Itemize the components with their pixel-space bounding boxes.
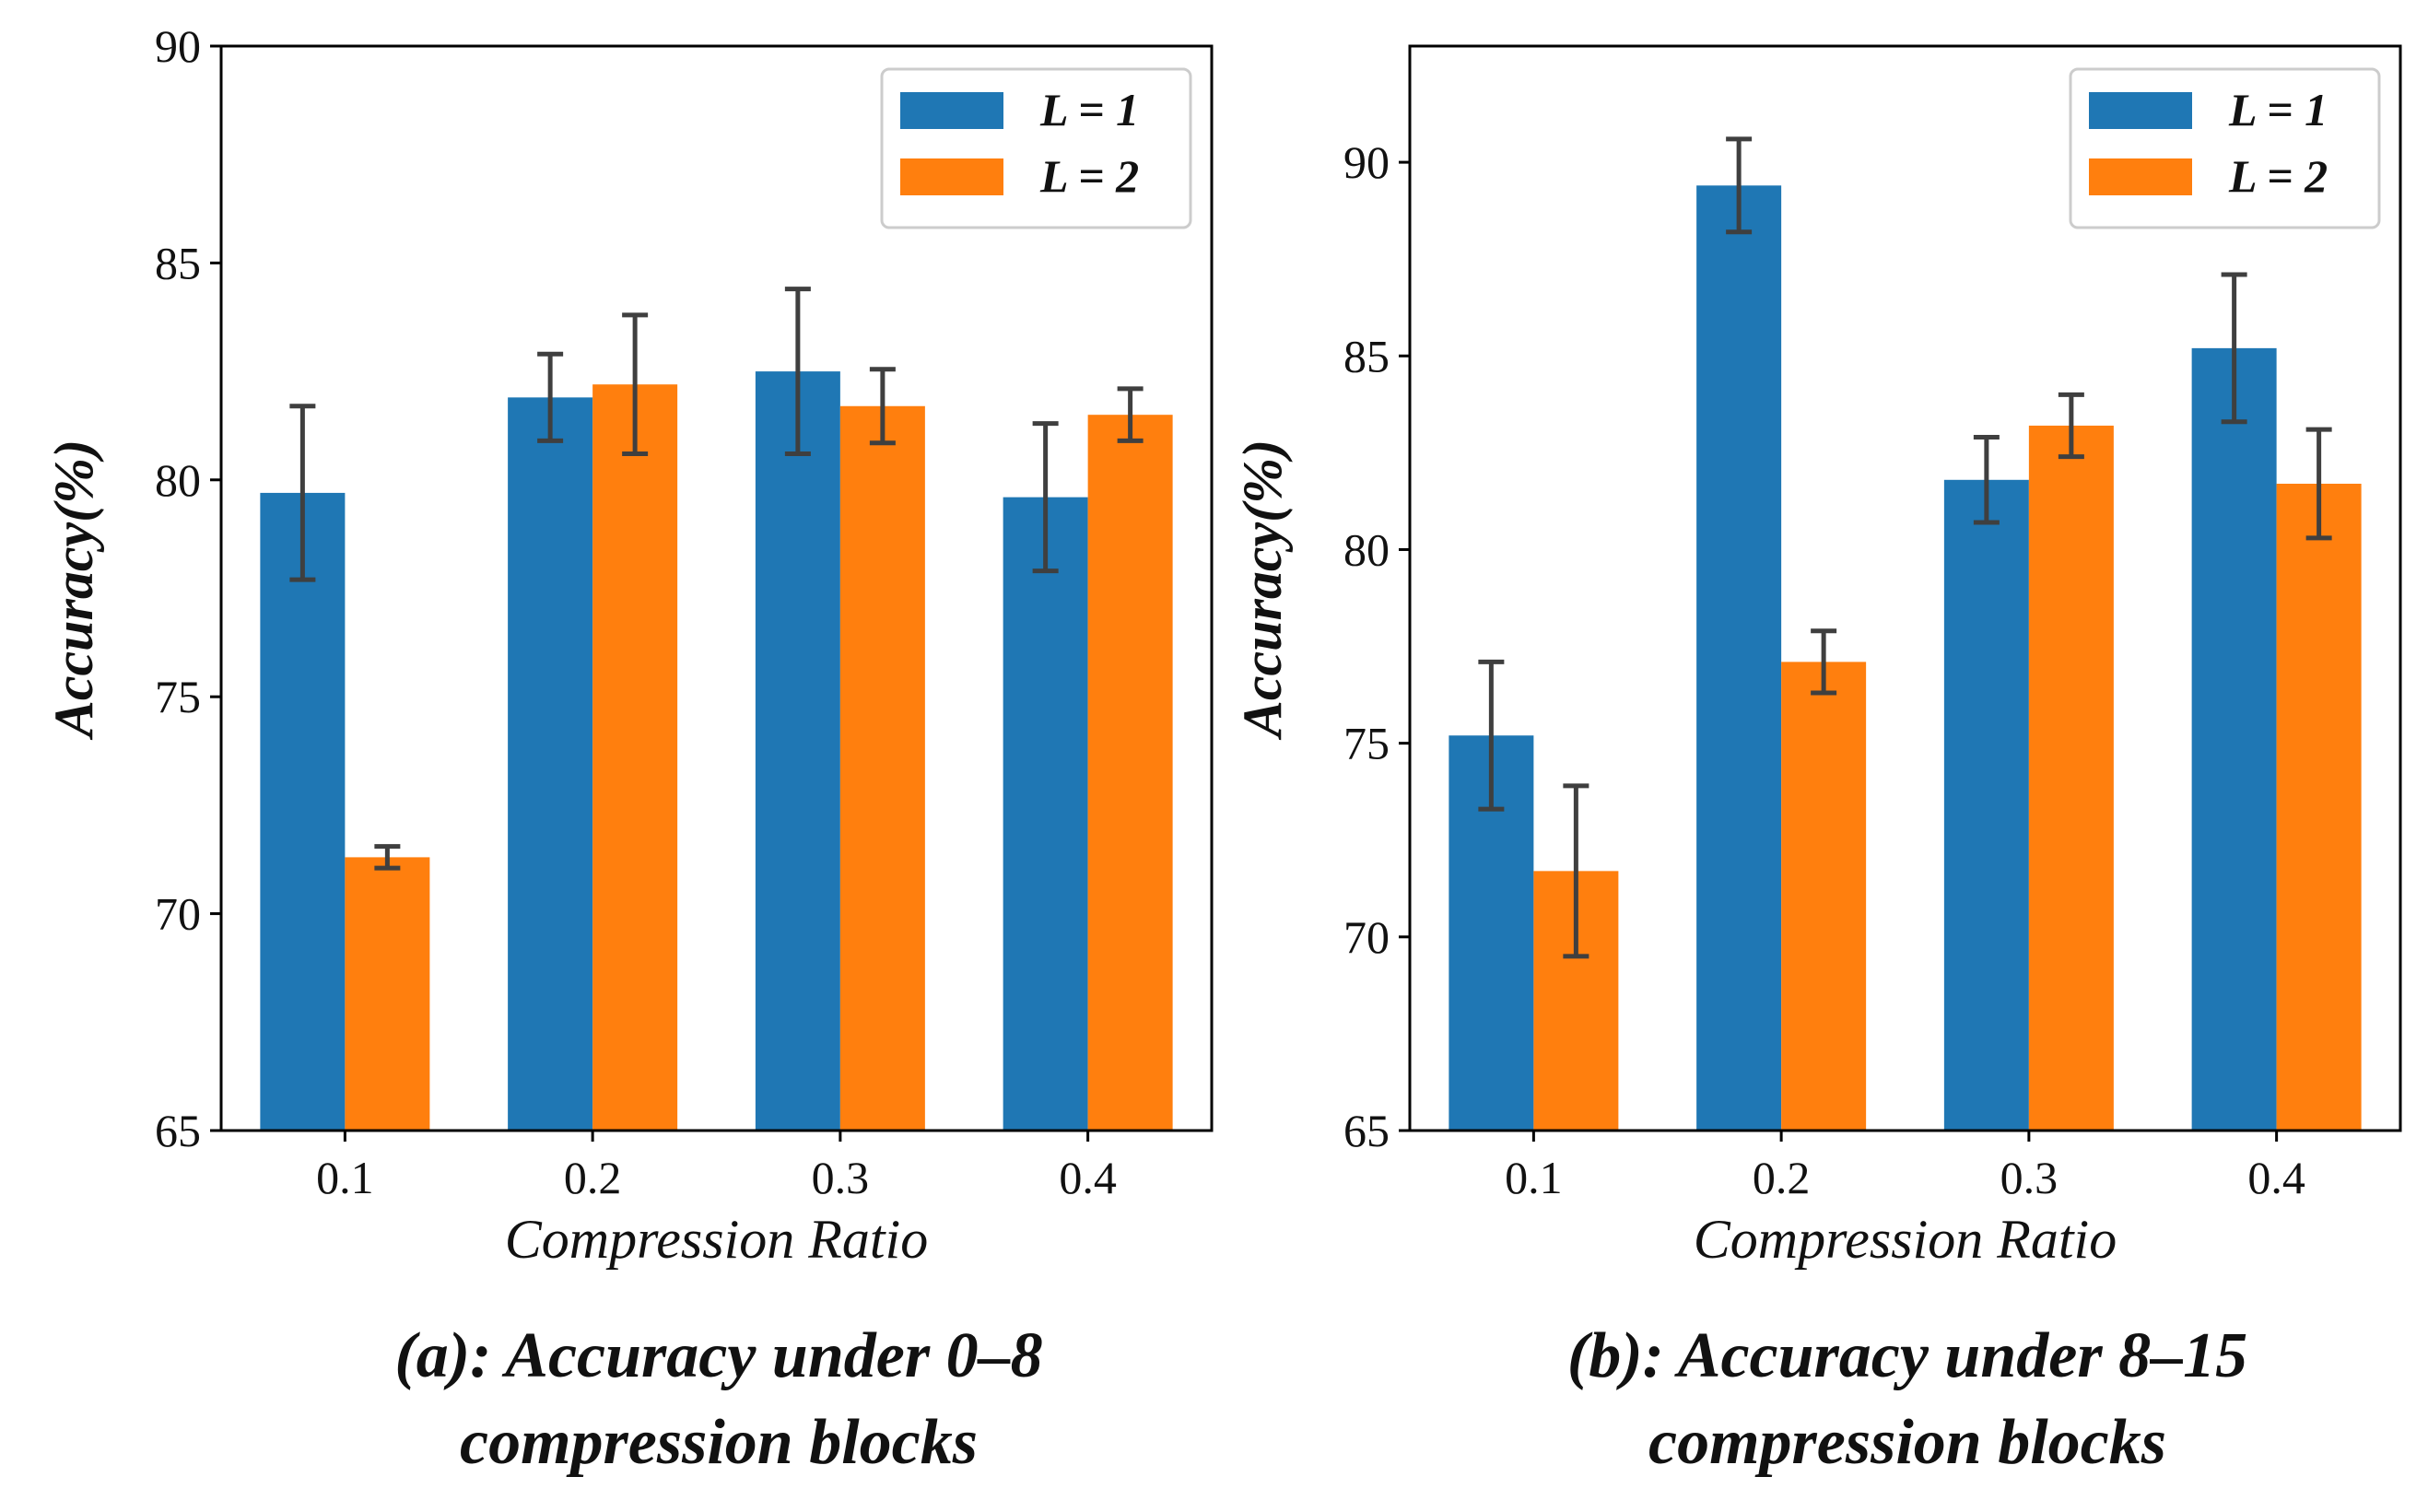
error-bar-2-0.4 (2305, 427, 2332, 541)
legend-label-1: L = 1 (1039, 84, 1139, 135)
x-tick-label-0.3: 0.3 (2000, 1152, 2059, 1203)
y-tick-label-80: 80 (155, 454, 201, 506)
bar-2-0.3 (839, 405, 925, 1131)
x-tick-label-0.1: 0.1 (1505, 1152, 1563, 1203)
plot-frame (1408, 44, 2402, 1132)
caption-a-line2: compression blocks (460, 1407, 978, 1478)
error-bar-1-0.2 (1726, 136, 1753, 235)
error-bar-2-0.1 (1563, 783, 1589, 959)
x-tick-label-0.1: 0.1 (316, 1152, 374, 1203)
error-bar-2-0.3 (2058, 392, 2084, 460)
error-bar-1-0.1 (1478, 659, 1505, 812)
bar-2-0.1 (345, 857, 430, 1131)
legend-swatch-2 (2089, 158, 2192, 195)
legend-swatch-1 (2089, 92, 2192, 129)
bar-1-0.3 (755, 371, 840, 1131)
y-tick-label-65: 65 (155, 1105, 201, 1156)
chart-b: 65 70 75 80 85 90 0.1 0.2 0.3 0.4 Compression Rati… (1232, 44, 2402, 1270)
caption-b: (b): Accuracy under 8–15 compression blo… (1355, 1313, 2428, 1486)
legend: L = 1 L = 2 (880, 67, 1192, 229)
caption-b-line2: compression blocks (1648, 1407, 2166, 1478)
y-tick-label-70: 70 (1343, 911, 1390, 963)
error-bar-2-0.4 (1117, 386, 1144, 443)
bar-1-0.4 (1003, 497, 1088, 1131)
error-bar-1-0.2 (537, 351, 564, 443)
error-bar-1-0.3 (784, 287, 811, 457)
x-tick-label-0.2: 0.2 (1753, 1152, 1811, 1203)
y-tick-label-85: 85 (1343, 330, 1390, 381)
y-tick-label-75: 75 (155, 671, 201, 722)
y-tick-label-80: 80 (1343, 523, 1390, 575)
bar-1-0.3 (1943, 479, 2029, 1131)
caption-a: (a): Accuracy under 0–8 compression bloc… (166, 1313, 1272, 1486)
x-tick-label-0.3: 0.3 (812, 1152, 870, 1203)
bar-2-0.4 (1087, 415, 1173, 1131)
bar-1-0.2 (508, 397, 593, 1131)
legend: L = 1 L = 2 (2069, 67, 2381, 229)
x-tick-label-0.4: 0.4 (1059, 1152, 1117, 1203)
legend-label-2: L = 2 (1039, 150, 1139, 202)
legend-label-2: L = 2 (2228, 150, 2328, 202)
legend-swatch-1 (900, 92, 1003, 129)
y-tick-label-90: 90 (1343, 136, 1390, 188)
bar-2-0.2 (1781, 662, 1867, 1131)
caption-a-line1: (a): Accuracy under 0–8 (394, 1320, 1043, 1391)
error-bar-2-0.1 (374, 844, 401, 871)
chart-a: 65 70 75 80 85 90 0.1 0.2 0.3 0.4 Compression Rati… (43, 20, 1214, 1270)
error-bar-2-0.2 (1811, 628, 1837, 696)
y-tick-label-85: 85 (155, 237, 201, 288)
y-axis-label: Accuracy(%) (43, 440, 104, 741)
bar-2-0.4 (2276, 484, 2362, 1131)
x-tick-label-0.4: 0.4 (2247, 1152, 2305, 1203)
bar-1-0.2 (1696, 185, 1782, 1131)
bar-2-0.3 (2028, 425, 2114, 1131)
error-bar-2-0.3 (869, 367, 896, 446)
legend-label-1: L = 1 (2228, 84, 2328, 135)
error-bar-1-0.4 (2221, 272, 2247, 425)
error-bar-2-0.2 (622, 312, 649, 457)
y-tick-label-70: 70 (155, 888, 201, 940)
y-tick-label-65: 65 (1343, 1105, 1390, 1156)
bar-1-0.1 (260, 492, 346, 1131)
legend-swatch-2 (900, 158, 1003, 195)
bar-1-0.4 (2191, 347, 2277, 1131)
error-bar-1-0.4 (1032, 421, 1059, 574)
caption-b-line1: (b): Accuracy under 8–15 (1566, 1320, 2248, 1391)
y-axis-label: Accuracy(%) (1232, 440, 1293, 741)
y-tick-label-90: 90 (155, 20, 201, 72)
x-tick-label-0.2: 0.2 (564, 1152, 622, 1203)
y-tick-label-75: 75 (1343, 718, 1390, 769)
x-axis-label: Compression Ratio (505, 1209, 928, 1270)
error-bar-1-0.1 (289, 404, 316, 582)
error-bar-1-0.3 (1973, 435, 2000, 525)
x-axis-label: Compression Ratio (1694, 1209, 2117, 1270)
plot-frame (219, 44, 1214, 1132)
bar-2-0.2 (592, 384, 678, 1131)
